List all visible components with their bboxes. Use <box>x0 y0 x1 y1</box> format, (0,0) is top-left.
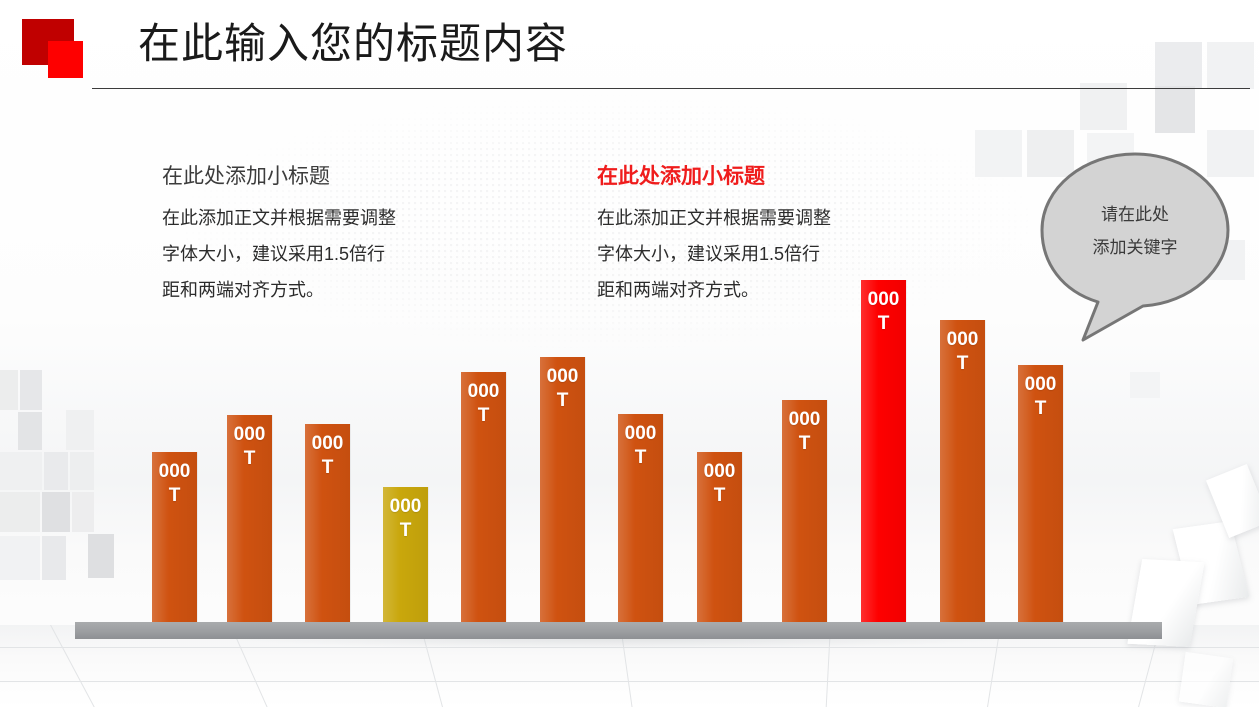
body-text-left: 在此添加正文并根据需要调整 字体大小，建议采用1.5倍行 距和两端对齐方式。 <box>162 200 462 308</box>
mosaic-left <box>0 370 130 620</box>
page-title: 在此输入您的标题内容 <box>138 20 569 67</box>
bar-value: 000 <box>703 461 736 482</box>
bar-value: 000 <box>389 496 422 517</box>
subheading-right: 在此处添加小标题 <box>597 165 765 188</box>
bar-value-label: 000 T <box>383 495 428 543</box>
keyword-callout[interactable]: 请在此处 添加关键字 <box>1040 152 1230 342</box>
bar-unit: T <box>798 433 811 454</box>
body-line: 在此添加正文并根据需要调整 <box>162 208 396 228</box>
bar-value: 000 <box>311 433 344 454</box>
callout-line: 添加关键字 <box>1092 238 1178 257</box>
chart-bar[interactable]: 000 T <box>305 424 350 625</box>
bar-value: 000 <box>467 381 500 402</box>
bar-value-label: 000 T <box>540 365 585 413</box>
bar-value-label: 000 T <box>940 328 985 376</box>
bar-value-label: 000 T <box>227 423 272 471</box>
text-block-right: 在此处添加小标题 在此添加正文并根据需要调整 字体大小，建议采用1.5倍行 距和… <box>597 162 897 308</box>
chart-bar[interactable]: 000 T <box>152 452 197 625</box>
body-line: 字体大小，建议采用1.5倍行 <box>597 244 821 264</box>
chart-bar[interactable]: 000 T <box>697 452 742 625</box>
bar-unit: T <box>399 520 412 541</box>
bar-value-label: 000 T <box>782 408 827 456</box>
chart-bar[interactable]: 000 T <box>383 487 428 625</box>
body-line: 距和两端对齐方式。 <box>597 280 759 300</box>
bar-unit: T <box>877 313 890 334</box>
bar-value: 000 <box>158 461 191 482</box>
bar-value: 000 <box>867 289 900 310</box>
bar-value-label: 000 T <box>305 432 350 480</box>
bar-value-label: 000 T <box>618 422 663 470</box>
bar-value: 000 <box>946 329 979 350</box>
callout-line: 请在此处 <box>1101 205 1169 224</box>
bar-unit: T <box>956 353 969 374</box>
chart-bar[interactable]: 000 T <box>1018 365 1063 625</box>
bar-unit: T <box>321 457 334 478</box>
chart-bar[interactable]: 000 T <box>940 320 985 625</box>
slide-header: 在此输入您的标题内容 <box>0 0 1259 100</box>
body-line: 在此添加正文并根据需要调整 <box>597 208 831 228</box>
mosaic-top-right <box>975 0 1259 235</box>
chart-bar[interactable]: 000 T <box>782 400 827 625</box>
bar-unit: T <box>243 448 256 469</box>
text-block-left: 在此处添加小标题 在此添加正文并根据需要调整 字体大小，建议采用1.5倍行 距和… <box>162 162 462 308</box>
bar-unit: T <box>713 485 726 506</box>
bar-value: 000 <box>546 366 579 387</box>
bar-unit: T <box>168 485 181 506</box>
bar-value: 000 <box>624 423 657 444</box>
bar-value: 000 <box>233 424 266 445</box>
baseline-shadow <box>75 638 1165 664</box>
chart-bar[interactable]: 000 T <box>861 280 906 625</box>
bar-unit: T <box>556 390 569 411</box>
callout-text: 请在此处 添加关键字 <box>1040 198 1230 264</box>
chart-bar[interactable]: 000 T <box>227 415 272 625</box>
bar-value-label: 000 T <box>1018 373 1063 421</box>
bar-unit: T <box>1034 398 1047 419</box>
bar-value: 000 <box>788 409 821 430</box>
chart-bar[interactable]: 000 T <box>540 357 585 625</box>
callout-shape-icon <box>1040 152 1230 342</box>
bar-value-label: 000 T <box>152 460 197 508</box>
bar-value-label: 000 T <box>861 288 906 336</box>
chart-bar[interactable]: 000 T <box>461 372 506 625</box>
chart-baseline <box>75 622 1162 639</box>
bar-value-label: 000 T <box>461 380 506 428</box>
logo-square-bright <box>48 41 83 78</box>
body-line: 距和两端对齐方式。 <box>162 280 324 300</box>
subheading-left: 在此处添加小标题 <box>162 165 330 188</box>
bar-value-label: 000 T <box>697 460 742 508</box>
bar-unit: T <box>477 405 490 426</box>
chart-bar[interactable]: 000 T <box>618 414 663 625</box>
title-divider <box>92 88 1250 89</box>
bar-value: 000 <box>1024 374 1057 395</box>
body-text-right: 在此添加正文并根据需要调整 字体大小，建议采用1.5倍行 距和两端对齐方式。 <box>597 200 897 308</box>
bar-unit: T <box>634 447 647 468</box>
body-line: 字体大小，建议采用1.5倍行 <box>162 244 386 264</box>
